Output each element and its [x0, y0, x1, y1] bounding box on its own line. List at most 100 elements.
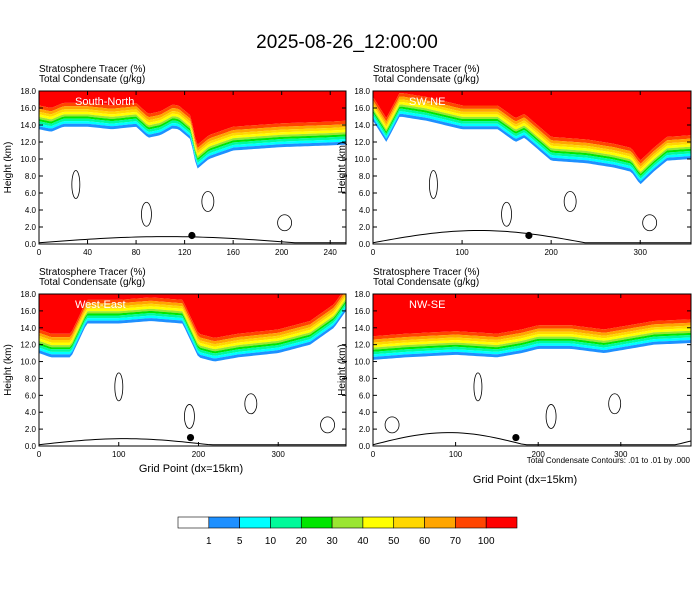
colorbar-label: 100 [478, 536, 495, 547]
x-tick-label: 300 [614, 450, 628, 459]
y-tick-label: 2.0 [359, 223, 371, 232]
y-tick-label: 6.0 [359, 391, 371, 400]
panel-sw-ne: Stratosphere Tracer (%)Total Condensate … [337, 64, 692, 257]
tracer-field [373, 91, 691, 244]
y-tick-label: 0.0 [359, 442, 371, 451]
y-tick-label: 6.0 [25, 391, 37, 400]
tracer-band [373, 328, 691, 348]
y-tick-label: 6.0 [25, 189, 37, 198]
condensate-contour [244, 393, 258, 415]
y-tick-label: 4.0 [359, 206, 371, 215]
colorbar-label: 40 [357, 536, 369, 547]
x-axis-label-right: Grid Point (dx=15km) [473, 474, 577, 486]
x-tick-label: 300 [272, 450, 286, 459]
panel-header-tracer: Stratosphere Tracer (%) [39, 267, 146, 278]
y-tick-label: 14.0 [20, 324, 36, 333]
tracer-100-region [373, 91, 691, 161]
colorbar-label: 60 [419, 536, 431, 547]
panel-west-east: Stratosphere Tracer (%)Total Condensate … [3, 267, 347, 459]
colorbar-swatch [239, 516, 271, 529]
y-tick-label: 16.0 [20, 104, 36, 113]
condensate-contour [141, 201, 152, 227]
y-tick-label: 8.0 [359, 374, 371, 383]
tracer-band [373, 104, 691, 174]
terrain-contour [39, 438, 346, 446]
panel-header-condensate: Total Condensate (g/kg) [39, 277, 145, 288]
condensate-contour [429, 170, 438, 199]
y-tick-label: 10.0 [20, 155, 36, 164]
y-tick-label: 10.0 [354, 358, 370, 367]
y-tick-label: 2.0 [359, 425, 371, 434]
y-axis-label: Height (km) [3, 142, 14, 194]
colorbar-label: 30 [327, 536, 339, 547]
y-tick-label: 18.0 [354, 290, 370, 299]
condensate-contour [114, 372, 124, 402]
y-tick-label: 12.0 [20, 138, 36, 147]
colorbar-label: 50 [388, 536, 400, 547]
y-tick-label: 10.0 [354, 155, 370, 164]
y-tick-label: 2.0 [25, 425, 37, 434]
condensate-contour [320, 416, 335, 434]
x-tick-label: 160 [226, 248, 240, 257]
tracer-band [373, 93, 691, 164]
condensate-contour [545, 404, 557, 429]
x-tick-label: 0 [37, 450, 42, 459]
y-tick-label: 4.0 [359, 408, 371, 417]
tracer-band [39, 302, 346, 356]
colorbar-swatch [424, 516, 456, 529]
colorbar-swatch [455, 516, 487, 529]
tracer-band [373, 332, 691, 352]
colorbar-label: 5 [237, 536, 243, 547]
y-tick-label: 6.0 [359, 189, 371, 198]
tracer-band [39, 300, 346, 354]
y-axis-label: Height (km) [337, 344, 348, 396]
tracer-band [373, 106, 691, 177]
colorbar-label: 10 [265, 536, 277, 547]
tracer-band [39, 296, 346, 350]
y-tick-label: 14.0 [354, 324, 370, 333]
y-tick-label: 0.0 [359, 240, 371, 249]
tracer-100-region [373, 294, 691, 337]
condensate-contour [71, 170, 81, 199]
tracer-band [373, 325, 691, 346]
tracer-band [39, 102, 346, 149]
y-tick-label: 14.0 [20, 121, 36, 130]
x-tick-label: 240 [324, 248, 338, 257]
y-tick-label: 12.0 [354, 138, 370, 147]
x-tick-label: 100 [112, 450, 126, 459]
y-tick-label: 16.0 [354, 307, 370, 316]
y-tick-label: 8.0 [359, 172, 371, 181]
x-tick-label: 100 [455, 248, 469, 257]
colorbar-swatch [485, 516, 518, 529]
condensate-contour [608, 393, 622, 415]
contour-note: Total Condensate Contours: .01 to .01 by… [527, 456, 691, 465]
colorbar-label: 70 [450, 536, 462, 547]
panel-header-condensate: Total Condensate (g/kg) [39, 74, 145, 85]
colorbar: 1 5 10 20 30 40 50 60 70 100 [177, 516, 518, 547]
condensate-contour [201, 191, 215, 212]
y-tick-label: 16.0 [354, 104, 370, 113]
x-tick-label: 0 [371, 450, 376, 459]
tracer-band [373, 96, 691, 167]
y-tick-label: 14.0 [354, 121, 370, 130]
panel-label: South-North [75, 96, 134, 108]
tracer-band [373, 108, 691, 179]
condensate-contour [642, 214, 658, 232]
y-tick-label: 8.0 [25, 374, 37, 383]
axes-frame [372, 293, 692, 447]
tracer-band [39, 123, 346, 169]
panel-label: NW-SE [409, 299, 445, 311]
surface-marker [188, 231, 196, 240]
x-tick-label: 200 [192, 450, 206, 459]
tracer-band [39, 307, 346, 362]
surface-marker [512, 433, 520, 442]
tracer-band [373, 319, 691, 340]
y-tick-label: 10.0 [20, 358, 36, 367]
x-tick-label: 40 [83, 248, 92, 257]
x-tick-label: 200 [275, 248, 289, 257]
tracer-band [39, 294, 346, 345]
tracer-band [373, 322, 691, 343]
tracer-band [39, 298, 346, 352]
condensate-contour [184, 404, 195, 429]
x-tick-label: 200 [544, 248, 558, 257]
